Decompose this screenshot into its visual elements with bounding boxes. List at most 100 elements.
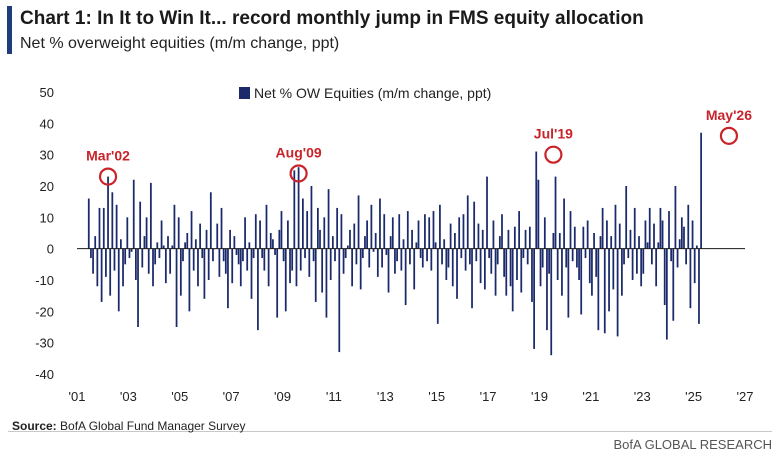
bar — [591, 248, 593, 296]
x-tick-label: '19 — [531, 389, 548, 404]
bar — [426, 248, 428, 262]
y-tick-label: 0 — [47, 242, 54, 257]
bar — [203, 248, 206, 299]
bar — [668, 211, 670, 249]
bar — [475, 248, 478, 262]
bar — [428, 217, 431, 249]
bar — [526, 248, 529, 265]
bar — [678, 239, 681, 249]
annotation-label: May'26 — [706, 107, 752, 123]
bar — [531, 248, 533, 302]
bar — [152, 248, 154, 287]
bar — [299, 248, 302, 271]
bar — [310, 186, 313, 249]
bar — [291, 248, 294, 271]
x-tick-label: '21 — [582, 389, 599, 404]
bar — [218, 248, 221, 277]
bar — [98, 207, 101, 249]
bar — [334, 248, 336, 262]
source-label: Source: — [12, 419, 57, 433]
bar — [135, 248, 137, 280]
bar — [212, 248, 214, 262]
bar — [396, 248, 398, 262]
y-tick-label: 20 — [40, 179, 54, 194]
x-tick-label: '27 — [737, 389, 754, 404]
x-tick-label: '05 — [171, 389, 188, 404]
x-tick-label: '25 — [685, 389, 702, 404]
bar — [100, 248, 103, 302]
bar — [124, 248, 127, 265]
bar — [661, 220, 664, 249]
bar — [541, 248, 544, 268]
bar — [385, 248, 388, 255]
bar — [372, 248, 375, 252]
bar — [680, 217, 683, 249]
bar — [353, 223, 356, 249]
bar — [676, 248, 679, 268]
bar — [314, 248, 317, 302]
y-tick-label: 40 — [40, 116, 54, 131]
bar — [623, 248, 625, 265]
bar — [284, 248, 287, 312]
bar — [194, 239, 197, 249]
bar — [259, 220, 261, 249]
bar — [434, 242, 437, 249]
bar — [449, 223, 452, 249]
bar — [321, 248, 324, 293]
bar — [539, 248, 542, 287]
bar — [227, 248, 229, 309]
bar — [267, 248, 270, 287]
bar — [601, 207, 604, 249]
bar — [648, 207, 651, 249]
bar — [650, 248, 653, 265]
bar — [599, 236, 602, 249]
bar — [454, 233, 456, 249]
y-tick-label: 10 — [40, 210, 54, 225]
x-tick-label: '09 — [274, 389, 291, 404]
y-tick-label: -30 — [35, 336, 54, 351]
bar — [511, 248, 514, 312]
bar — [387, 248, 390, 293]
bar — [614, 204, 617, 249]
bar — [216, 223, 219, 249]
chart-subtitle: Net % overweight equities (m/m change, p… — [20, 35, 340, 52]
bar — [316, 207, 319, 249]
bar — [505, 248, 508, 296]
bar — [349, 229, 351, 249]
bar — [117, 248, 120, 312]
bar — [406, 211, 409, 249]
bar — [143, 236, 146, 249]
bar — [141, 248, 144, 268]
bar — [501, 214, 503, 249]
bar — [261, 248, 264, 259]
bar — [516, 248, 518, 280]
bar — [663, 248, 666, 306]
bar — [546, 248, 548, 331]
bar — [306, 211, 309, 249]
bar — [432, 211, 435, 249]
bar — [436, 248, 439, 324]
bar — [167, 236, 169, 249]
bar — [235, 248, 238, 255]
bar — [458, 217, 461, 249]
bar — [563, 198, 565, 249]
bar — [646, 242, 649, 249]
x-tick-label: '23 — [634, 389, 651, 404]
bar — [481, 229, 484, 249]
annotation-label: Mar'02 — [86, 148, 130, 164]
bar — [524, 229, 527, 249]
legend-swatch — [239, 87, 250, 99]
bar — [550, 248, 553, 356]
bar — [488, 248, 491, 259]
bar — [276, 248, 279, 318]
bar — [319, 229, 321, 249]
bar — [246, 248, 249, 271]
bar — [239, 248, 242, 287]
bar — [642, 248, 645, 274]
bar — [269, 233, 272, 249]
bar — [610, 236, 613, 249]
bar — [520, 248, 523, 293]
bar — [391, 217, 394, 249]
bar — [308, 248, 311, 277]
bar — [608, 248, 610, 312]
